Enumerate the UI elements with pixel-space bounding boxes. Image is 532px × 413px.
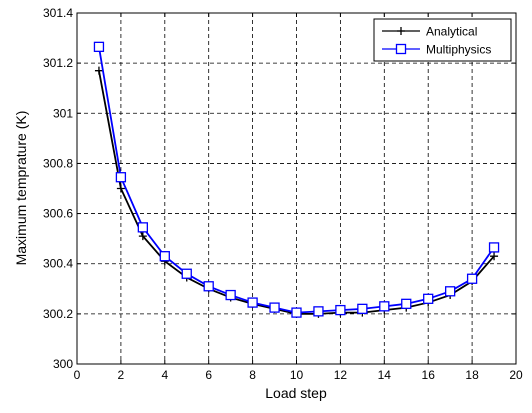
data-point-analytical [94,66,103,75]
axis-ticks [76,12,517,365]
data-point-multiphysics [93,41,105,52]
x-tick-label: 18 [465,368,479,382]
legend-marker-analytical [397,27,405,35]
data-point-multiphysics [423,293,434,304]
x-tick-label: 4 [161,368,168,382]
grid-lines [77,13,516,364]
data-point-multiphysics [291,307,302,318]
y-tick-labels: 300 300.2 300.4 300.6 300.8 301 301.2 301.4 [43,6,73,371]
data-point-analytical [116,184,125,193]
data-point-multiphysics [444,286,456,297]
data-point-analytical [138,232,147,241]
data-point-multiphysics [357,303,368,314]
data-point-multiphysics [466,273,478,284]
data-point-multiphysics [181,268,192,279]
x-tick-label: 8 [249,368,256,382]
y-tick-label: 301.2 [43,56,73,70]
data-point-multiphysics [335,304,346,316]
x-tick-label: 16 [422,368,436,382]
y-tick-label: 300 [53,357,73,371]
data-point-multiphysics [159,251,170,262]
y-axis-label: Maximum temprature (K) [13,111,29,266]
legend-label-multiphysics: Multiphysics [426,43,491,57]
y-tick-label: 301 [53,106,73,120]
x-tick-label: 20 [509,368,523,382]
y-tick-label: 300.4 [43,257,73,271]
x-tick-label: 14 [378,368,392,382]
data-point-multiphysics [379,301,390,312]
series-layer [93,41,500,318]
y-tick-label: 301.4 [43,6,73,20]
y-tick-label: 300.8 [43,156,73,170]
x-axis-label: Load step [265,385,327,401]
legend-marker-multiphysics [395,43,407,55]
data-point-multiphysics [269,302,280,313]
data-point-multiphysics [488,242,500,253]
legend-label-analytical: Analytical [426,25,477,39]
series-multiphysics [93,41,500,318]
data-point-multiphysics [313,306,324,317]
data-point-multiphysics [115,172,127,183]
x-tick-label: 2 [118,368,125,382]
data-point-multiphysics [225,289,236,301]
x-tick-labels: 0 2 4 6 8 10 12 14 16 18 20 [74,368,523,382]
data-point-multiphysics [247,297,258,308]
data-point-multiphysics [203,281,214,292]
legend: Analytical Multiphysics [373,18,512,62]
x-tick-label: 6 [205,368,212,382]
data-point-analytical [490,252,499,261]
y-tick-label: 300.6 [43,207,73,221]
x-tick-label: 12 [334,368,348,382]
data-point-multiphysics [401,298,412,309]
x-tick-label: 0 [74,368,81,382]
data-point-multiphysics [137,222,149,233]
x-tick-label: 10 [290,368,304,382]
y-tick-label: 300.2 [43,307,73,321]
